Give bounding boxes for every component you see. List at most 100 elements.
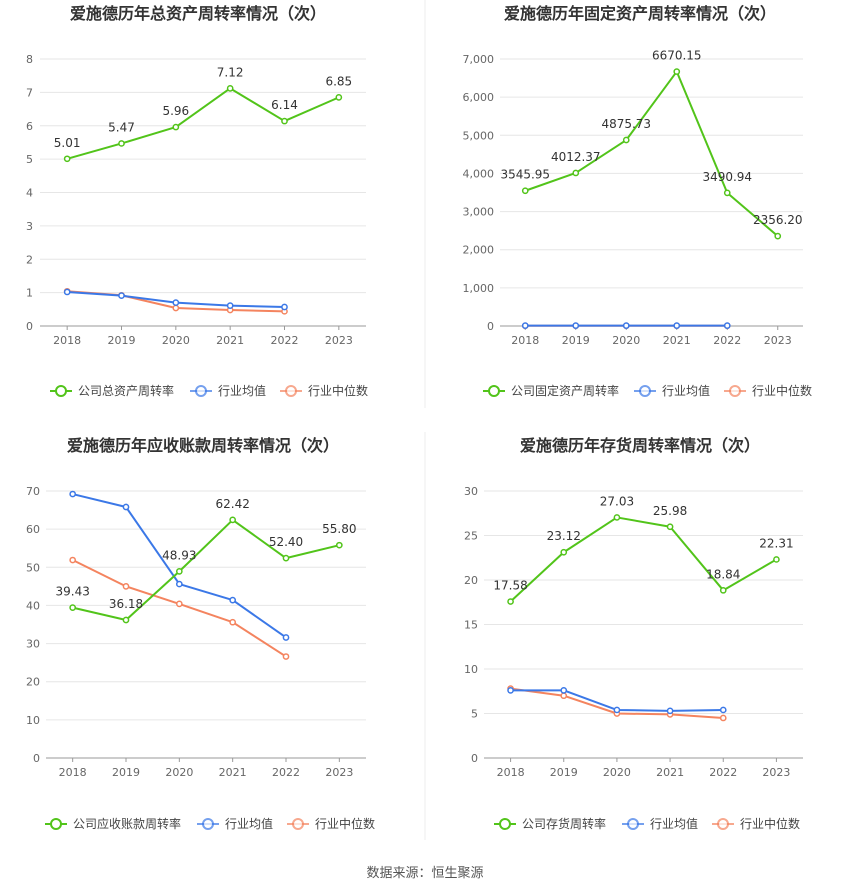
data-point-company	[118, 140, 125, 147]
data-point-company	[572, 169, 580, 177]
data-point-avg	[69, 490, 77, 498]
legend-item-avg: 行业均值	[622, 816, 698, 831]
data-label: 17.58	[493, 579, 527, 593]
data-label: 52.40	[269, 535, 303, 549]
y-tick-label: 15	[464, 619, 478, 632]
data-label: 27.03	[600, 494, 634, 508]
chart-panel-3: 爱施德历年应收账款周转率情况（次） 0 10 20 30 40 50 60 70 2018 2019…	[26, 436, 375, 831]
data-point-avg	[226, 302, 234, 309]
legend-label: 行业中位数	[315, 816, 375, 831]
x-tick-label: 2021	[219, 766, 247, 779]
y-tick-label: 70	[26, 485, 40, 498]
legend-label: 公司存货周转率	[522, 816, 606, 831]
data-label: 36.18	[109, 597, 143, 611]
data-label: 4875.73	[601, 117, 651, 131]
data-label: 3490.94	[702, 170, 752, 184]
y-tick-label: 3	[26, 220, 33, 233]
data-point-avg	[723, 322, 731, 329]
data-label: 25.98	[653, 504, 687, 518]
legend-item-median: 行业中位数	[724, 383, 812, 398]
data-point-company	[773, 556, 780, 563]
y-tick-label: 1	[26, 287, 33, 300]
data-label: 7.12	[217, 65, 244, 79]
legend-label: 行业中位数	[740, 816, 800, 831]
legend-marker	[202, 818, 214, 830]
legend-item-company: 公司固定资产周转率	[483, 383, 619, 398]
y-tick-label: 40	[26, 599, 40, 612]
data-point-company	[723, 189, 731, 197]
data-label: 5.96	[162, 104, 189, 118]
data-point-company	[774, 232, 782, 240]
chart-panel-2: 爱施德历年固定资产周转率情况（次） 0 1,000 2,000 3,000 4,000 5,…	[463, 4, 813, 398]
data-point-company	[507, 598, 514, 605]
legend-item-median: 行业中位数	[280, 383, 368, 398]
data-point-avg	[521, 322, 529, 329]
data-point-avg	[122, 503, 130, 511]
data-point-avg	[507, 687, 514, 694]
y-tick-label: 30	[26, 638, 40, 651]
data-label: 62.42	[215, 497, 249, 511]
y-tick-label: 1,000	[463, 282, 495, 295]
data-label: 6.85	[325, 74, 352, 88]
y-tick-label: 6,000	[463, 91, 495, 104]
source-note: 数据来源：恒生聚源	[366, 866, 484, 881]
x-tick-label: 2018	[511, 334, 539, 347]
data-point-company	[335, 541, 343, 549]
chart-title: 爱施德历年总资产周转率情况（次）	[70, 4, 326, 23]
y-tick-label: 5,000	[463, 129, 495, 142]
y-tick-label: 20	[26, 676, 40, 689]
y-tick-label: 25	[464, 530, 478, 543]
data-label: 55.80	[322, 522, 356, 536]
x-tick-label: 2020	[165, 766, 193, 779]
y-tick-label: 6	[26, 120, 33, 133]
y-tick-label: 20	[464, 574, 478, 587]
data-point-avg	[175, 580, 183, 588]
data-point-company	[226, 85, 234, 92]
x-tick-label: 2021	[656, 766, 684, 779]
x-tick-label: 2020	[162, 334, 190, 347]
y-tick-label: 0	[487, 320, 494, 333]
data-point-company	[282, 554, 290, 562]
data-point-company	[719, 586, 727, 594]
data-point-avg	[719, 706, 727, 714]
data-label: 5.01	[54, 136, 81, 150]
y-tick-label: 10	[26, 714, 40, 727]
y-tick-label: 7,000	[463, 53, 495, 66]
data-point-avg	[281, 303, 288, 311]
y-tick-label: 7	[26, 86, 33, 99]
x-tick-label: 2022	[713, 334, 741, 347]
chart-title: 爱施德历年固定资产周转率情况（次）	[504, 4, 776, 23]
legend-marker	[195, 385, 207, 397]
legend-item-avg: 行业均值	[634, 383, 710, 398]
legend-label: 公司固定资产周转率	[511, 383, 619, 398]
y-tick-label: 2	[26, 253, 33, 266]
data-point-company	[172, 123, 180, 131]
data-label: 6.14	[271, 98, 298, 112]
data-point-median	[719, 714, 727, 722]
legend-item-company: 公司存货周转率	[494, 816, 606, 831]
x-tick-label: 2022	[709, 766, 737, 779]
data-point-avg	[572, 322, 580, 329]
legend-marker	[55, 385, 67, 397]
legend-marker	[717, 818, 729, 830]
data-label: 6670.15	[652, 49, 702, 63]
legend-marker	[499, 818, 511, 830]
data-point-median	[229, 618, 237, 626]
data-point-avg	[666, 707, 674, 715]
y-tick-label: 8	[26, 53, 33, 66]
data-point-avg	[118, 292, 125, 299]
x-tick-label: 2019	[550, 766, 578, 779]
data-point-avg	[63, 288, 71, 296]
legend-marker	[729, 385, 741, 397]
data-label: 22.31	[759, 536, 793, 550]
data-point-median	[122, 583, 130, 590]
y-tick-label: 4	[26, 187, 33, 200]
data-point-company	[673, 68, 681, 75]
legend-label: 行业中位数	[752, 383, 812, 398]
chart-panel-4: 爱施德历年存货周转率情况（次） 0 5 10 15 20 25 30 2018 2019 2020 2…	[464, 436, 803, 831]
y-tick-label: 30	[464, 485, 478, 498]
x-tick-label: 2018	[53, 334, 81, 347]
legend-marker	[627, 818, 639, 830]
legend-item-avg: 行业均值	[197, 816, 273, 831]
